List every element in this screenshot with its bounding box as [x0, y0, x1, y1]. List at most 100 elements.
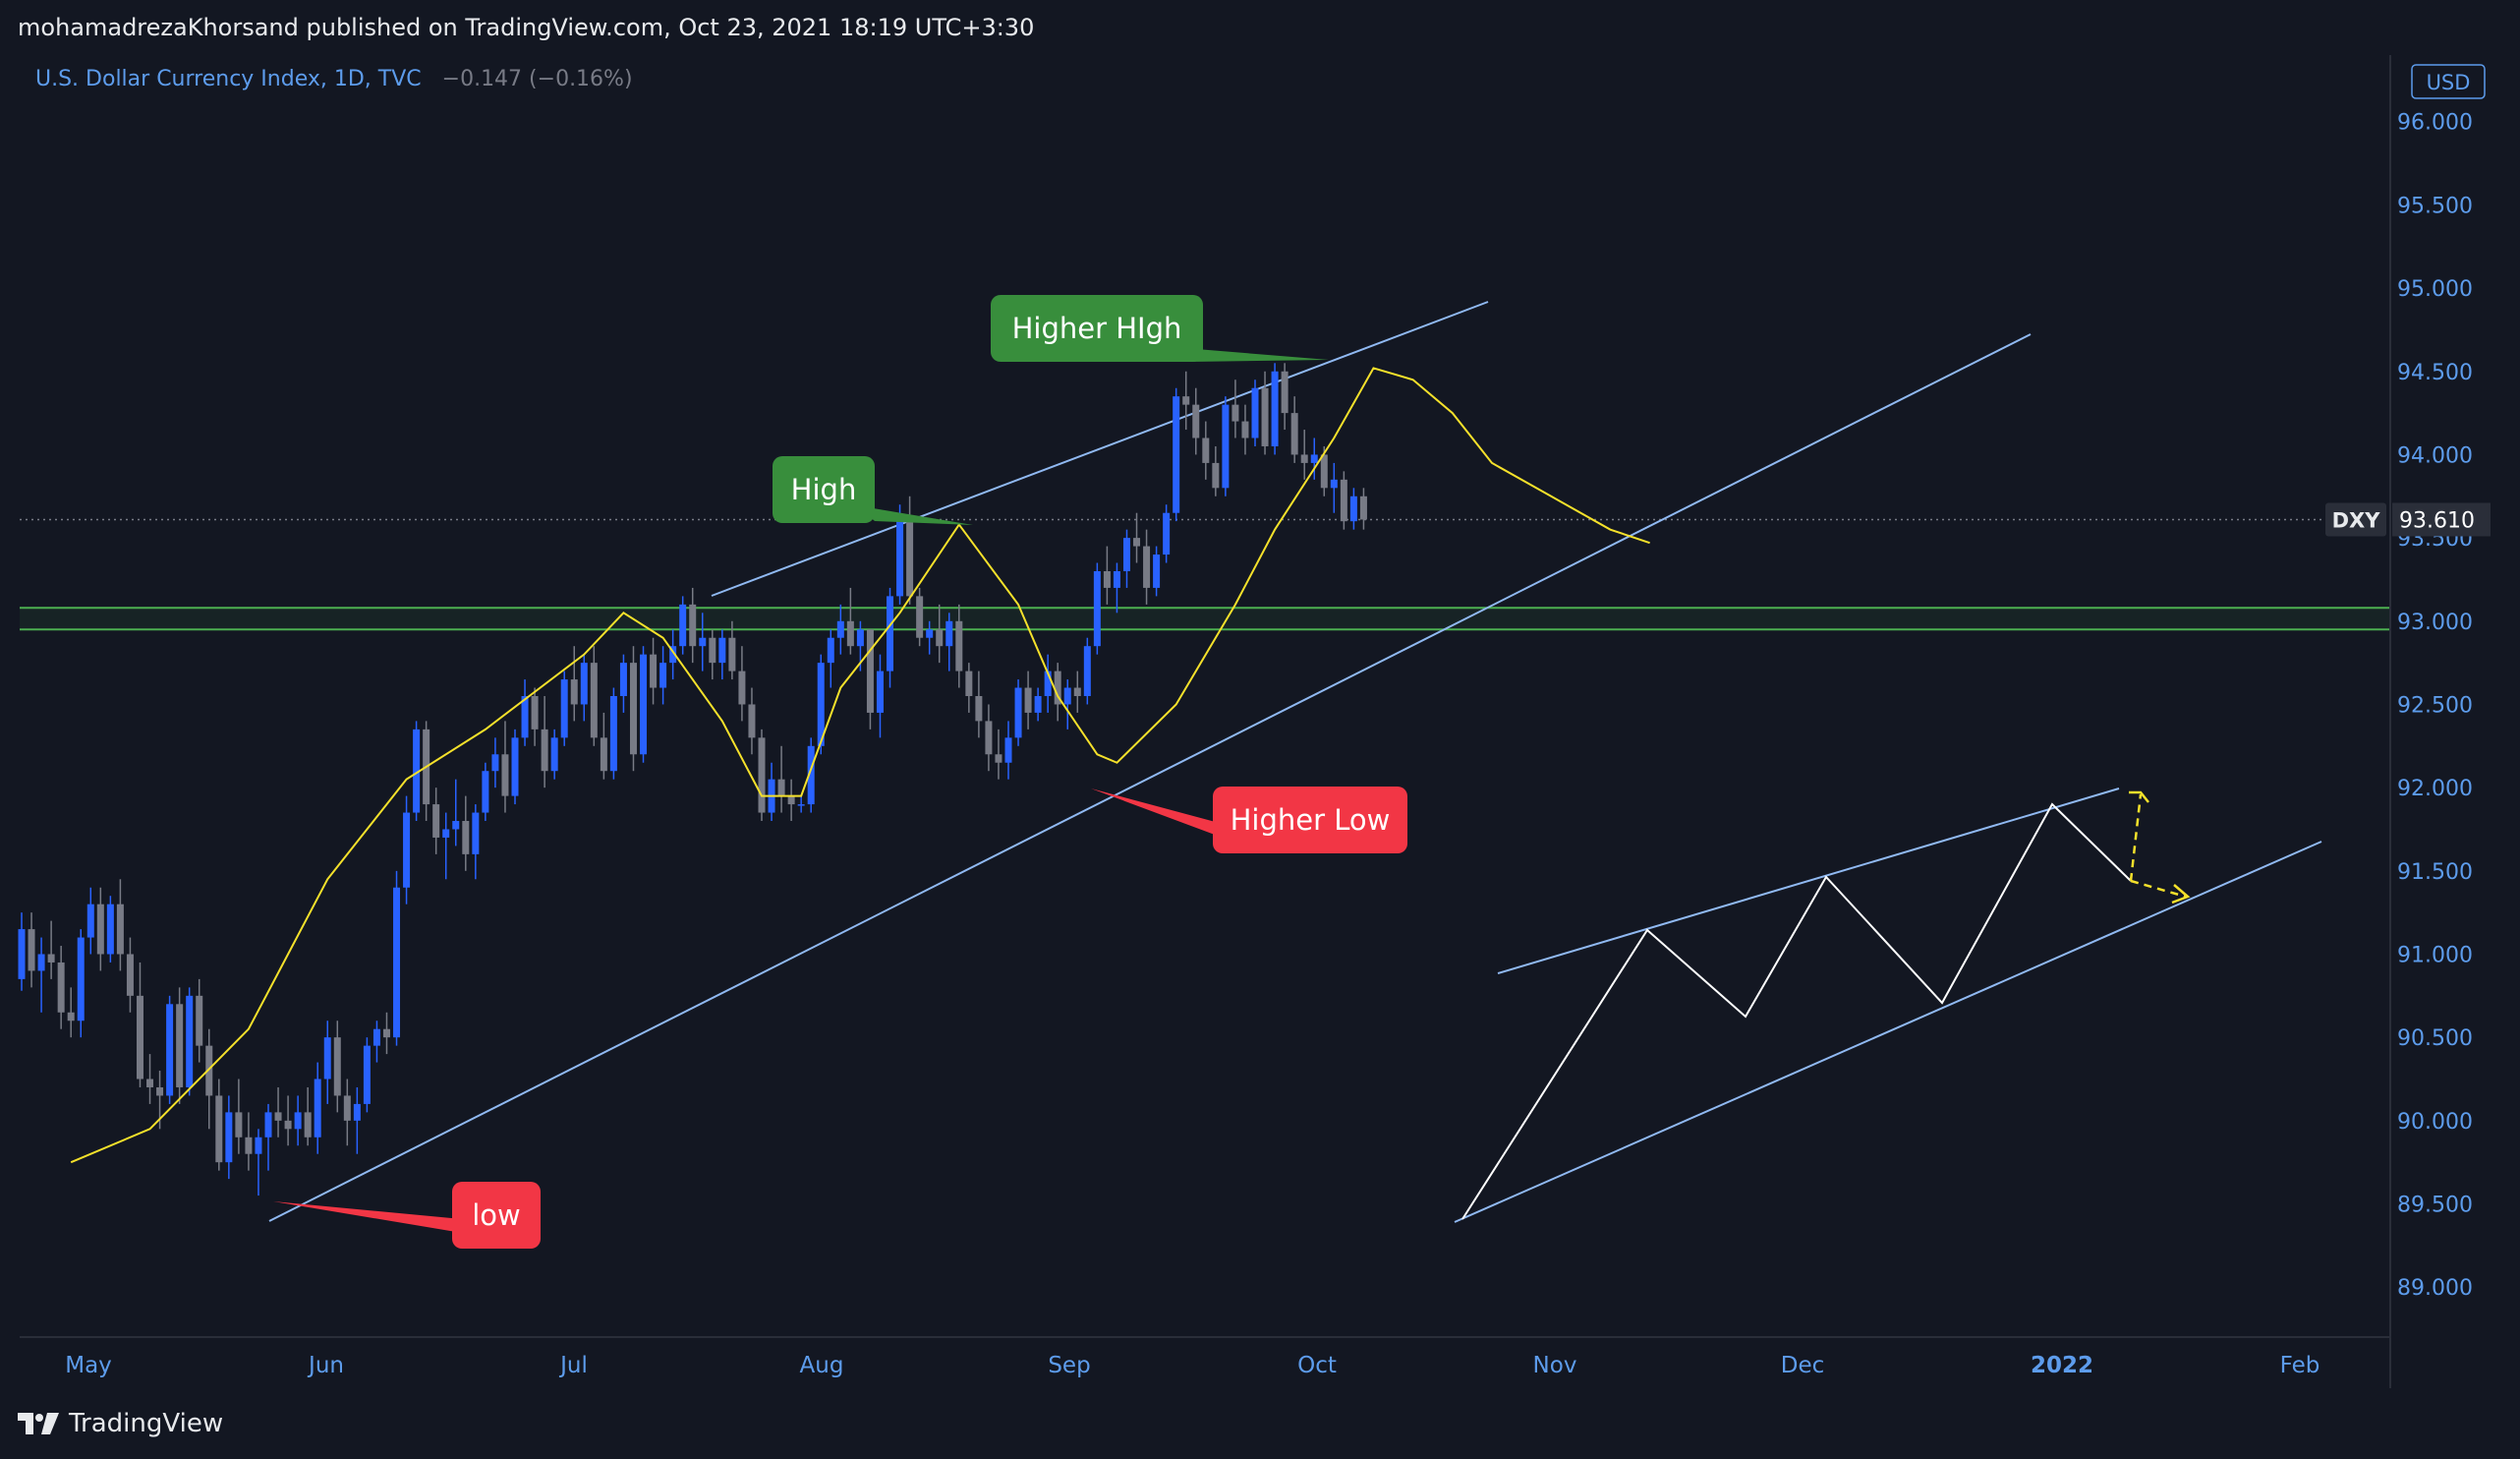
candle [462, 795, 470, 871]
projection-channel-bottom [1454, 841, 2322, 1223]
symbol-tag [2325, 502, 2386, 537]
candle [511, 729, 519, 805]
y-tick-label: 91.500 [2397, 860, 2473, 885]
candle [846, 587, 854, 655]
candle [699, 613, 707, 671]
candle [580, 654, 588, 722]
candle [363, 1037, 371, 1113]
upper-channel-line [711, 301, 1489, 597]
candle [442, 812, 450, 880]
y-tick-label: 94.500 [2397, 361, 2473, 385]
candle [1113, 562, 1120, 613]
candle [245, 1112, 253, 1171]
candle [689, 587, 697, 664]
y-tick-label: 90.500 [2397, 1026, 2473, 1051]
candle [609, 687, 617, 780]
candle [619, 654, 627, 713]
x-tick-label: May [65, 1353, 112, 1378]
candle [215, 1079, 223, 1171]
candle [1163, 504, 1171, 563]
candle [106, 896, 114, 963]
candle [382, 1012, 390, 1055]
candle [403, 795, 411, 905]
callout-box [1213, 787, 1407, 853]
x-tick-label: Oct [1297, 1353, 1337, 1378]
candle [274, 1086, 282, 1138]
currency-button[interactable]: USD [2411, 64, 2486, 99]
x-tick-label: Sep [1048, 1353, 1090, 1378]
candle [718, 629, 726, 680]
candle [1153, 546, 1161, 597]
candle [1044, 654, 1052, 713]
tradingview-logo[interactable]: TradingView [18, 1409, 223, 1438]
currency-label: USD [2427, 71, 2471, 94]
candle [86, 887, 94, 955]
candle [205, 1028, 213, 1130]
candle [472, 804, 480, 880]
candle [1103, 546, 1111, 605]
candle [413, 721, 421, 822]
candle [1310, 438, 1318, 480]
candle [807, 737, 815, 813]
x-tick-label: 2022 [2031, 1353, 2093, 1378]
candle [126, 937, 134, 1013]
candle [37, 937, 45, 1013]
candle [372, 1021, 380, 1063]
candle [709, 629, 716, 680]
callout-pointer [855, 505, 973, 525]
candle [985, 704, 993, 772]
candle [560, 671, 568, 746]
y-tick-label: 92.500 [2397, 693, 2473, 718]
candle [936, 604, 944, 664]
published-header: mohamadrezaKhorsand published on Trading… [0, 0, 2520, 55]
candle [323, 1021, 331, 1104]
last-price-tag [2392, 502, 2491, 537]
candle [728, 620, 736, 680]
callout-high: High [773, 456, 973, 525]
y-tick-label: 96.000 [2397, 111, 2473, 136]
candle [1222, 396, 1230, 496]
candle [393, 870, 401, 1046]
candle [650, 637, 658, 705]
candle [304, 1086, 312, 1146]
candle [1093, 562, 1101, 655]
candle [1192, 387, 1200, 455]
candle [1202, 421, 1210, 480]
candle [47, 920, 55, 979]
candle [876, 654, 884, 738]
tradingview-logo-icon [18, 1413, 59, 1434]
candle [1143, 529, 1151, 605]
projection-up-arrowhead [2129, 790, 2149, 803]
projection-up-dashed [2129, 793, 2143, 882]
candle [748, 687, 756, 755]
candle [264, 1103, 272, 1171]
candle [1122, 529, 1130, 588]
candle [146, 1054, 154, 1104]
callout-higher-low: Higher Low [1091, 787, 1407, 853]
callout-label: low [472, 1198, 521, 1232]
price-chart[interactable]: Higher HIgh High Higher Low low 96.000 95.50… [0, 0, 2520, 1388]
callout-label: Higher Low [1231, 803, 1391, 837]
candle [570, 646, 578, 722]
support-zone [20, 608, 2390, 630]
callout-label: Higher HIgh [1012, 312, 1182, 345]
candle [18, 912, 26, 991]
candle [629, 646, 637, 772]
brand-name: TradingView [69, 1409, 224, 1438]
candle [521, 679, 529, 746]
candle [343, 1079, 351, 1146]
candle [196, 978, 203, 1063]
x-tick-label: Jun [307, 1353, 344, 1378]
candle [955, 604, 963, 688]
candle [817, 654, 825, 755]
callout-box [991, 295, 1203, 362]
projection-channel-top [1497, 788, 2120, 974]
candle [531, 687, 539, 746]
y-tick-label: 91.000 [2397, 943, 2473, 967]
projection-zigzag [1461, 802, 2132, 1220]
x-tick-label: Nov [1533, 1353, 1577, 1378]
y-tick-label: 93.000 [2397, 611, 2473, 635]
candle [28, 912, 35, 988]
candle [96, 887, 104, 971]
candle [1281, 363, 1289, 431]
